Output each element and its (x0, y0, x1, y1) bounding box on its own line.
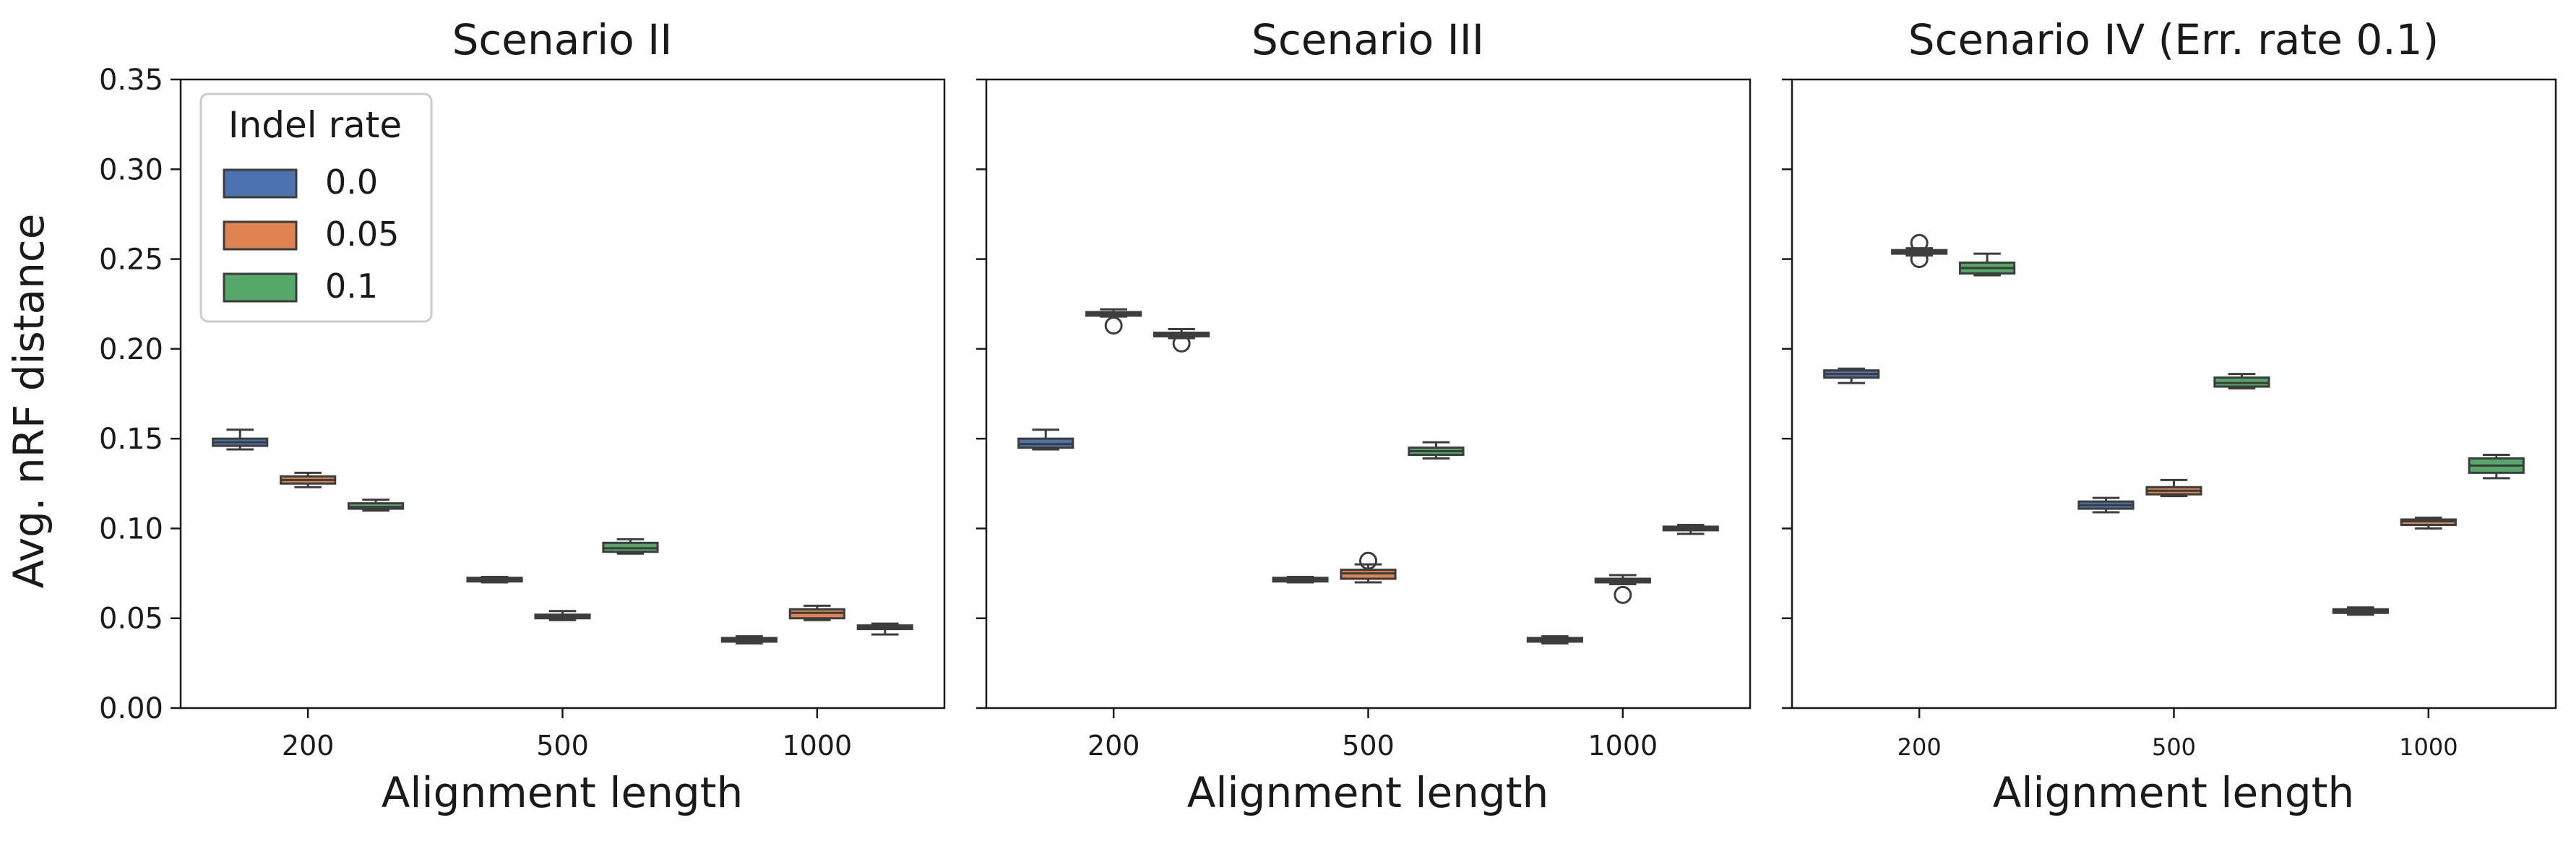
box-plot (856, 622, 913, 636)
box-plot (280, 471, 337, 488)
x-tick-label: 500 (2152, 733, 2196, 761)
axes-frame (985, 78, 1752, 710)
legend-swatch (223, 168, 298, 199)
x-tick-label: 1000 (2399, 733, 2457, 761)
box-plot (348, 499, 405, 512)
y-tick-label: 0.30 (99, 153, 163, 186)
panel-plot: 200 500 1000 (976, 78, 1752, 762)
box-plot (2400, 517, 2457, 530)
panel-scenario-4: Scenario IV (Err. rate 0.1) Alignment le… (1782, 15, 2557, 817)
box-plot (1891, 233, 1948, 269)
y-tick-label: 0.05 (99, 603, 163, 636)
panel-title: Scenario III (1252, 15, 1484, 64)
legend-label: 0.05 (325, 215, 399, 254)
y-tick-label: 0.20 (99, 333, 163, 366)
outlier-point (1104, 316, 1123, 335)
box-plot (1959, 252, 2016, 277)
box-plot (2332, 606, 2389, 616)
box-plot (534, 610, 591, 621)
x-axis-label: Alignment length (1993, 768, 2354, 817)
box-plot (788, 604, 845, 621)
legend-label: 0.1 (325, 267, 378, 306)
y-tick-label: 0.25 (99, 243, 163, 277)
legend-swatch (223, 272, 298, 303)
y-tick-label: 0.15 (99, 423, 163, 456)
panel-title: Scenario II (452, 15, 673, 64)
outlier-point (1910, 250, 1929, 269)
box-plot (1526, 635, 1583, 645)
box-plot (1017, 428, 1074, 451)
box-plot (2145, 478, 2202, 498)
outlier-point (1614, 585, 1632, 604)
y-axis-label: Avg. nRF distance (4, 214, 53, 589)
box-plot (720, 635, 777, 645)
legend-label: 0.0 (325, 163, 378, 202)
legend: Indel rate 0.0 0.05 0.1 (199, 92, 433, 323)
axes-frame (1791, 78, 2557, 710)
box-plot (1662, 523, 1719, 535)
panel-title: Scenario IV (Err. rate 0.1) (1908, 15, 2439, 64)
x-tick-label: 200 (1087, 730, 1140, 762)
legend-swatch (223, 220, 298, 251)
legend-frame (199, 92, 433, 323)
box-plot (1085, 308, 1142, 335)
box-plot (212, 428, 269, 451)
x-tick-label: 500 (536, 730, 589, 762)
box-plot (602, 538, 659, 555)
box-plot (1340, 551, 1397, 584)
box-plot (1272, 576, 1329, 584)
outlier-point (1359, 551, 1377, 570)
box-plot (2468, 454, 2525, 480)
x-tick-label: 200 (1897, 733, 1942, 761)
outlier-point (1172, 334, 1191, 353)
x-tick-label: 500 (1342, 730, 1395, 762)
y-tick-label: 0.00 (99, 692, 163, 725)
x-tick-label: 200 (282, 730, 335, 762)
box-plot (1823, 367, 1880, 384)
panel-scenario-2: Scenario II Alignment length 0.00 0.05 0.1… (99, 15, 946, 817)
x-axis-label: Alignment length (382, 768, 743, 817)
panel-scenario-3: Scenario III Alignment length 200 500 1000 (976, 15, 1752, 817)
box-plot (2213, 373, 2270, 390)
legend-entries: 0.0 0.05 0.1 (223, 163, 399, 306)
box-plot (466, 576, 523, 584)
x-tick-label: 1000 (1588, 730, 1658, 762)
y-tick-label: 0.10 (99, 512, 163, 545)
box-plot (1153, 328, 1210, 353)
panel-plot: 0.00 0.05 0.10 0.15 0.20 0.25 0.30 0.35 200 500 10… (99, 64, 946, 762)
box-plot (2077, 496, 2135, 514)
box-plot (1408, 441, 1465, 460)
x-axis-label: Alignment length (1187, 768, 1548, 817)
panel-plot: 200 500 1000 (1782, 78, 2557, 761)
x-tick-label: 1000 (782, 730, 852, 762)
y-tick-label: 0.35 (99, 64, 163, 97)
box-plot (1594, 574, 1651, 604)
legend-title: Indel rate (228, 104, 402, 146)
